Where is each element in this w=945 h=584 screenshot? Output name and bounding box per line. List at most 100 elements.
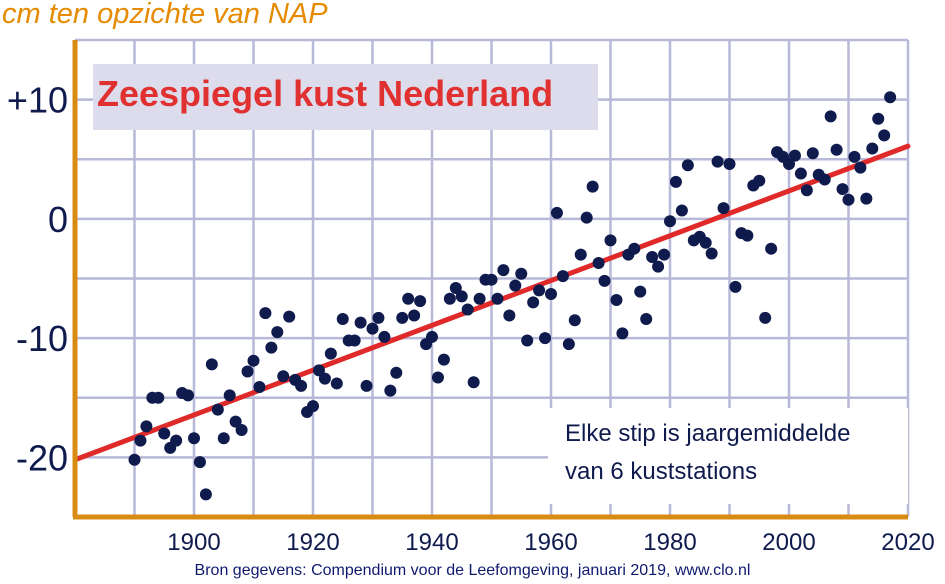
data-point [193,456,206,469]
data-point [664,215,676,228]
data-point [170,434,183,447]
annotation-line-1: Elke stip is jaargemiddelde [565,420,851,447]
data-point [152,391,165,404]
data-point [188,432,200,445]
data-point [283,310,296,323]
data-point [366,322,379,335]
data-point [646,251,659,264]
data-point [699,236,712,249]
data-point [818,173,831,186]
data-point [503,309,516,322]
x-tick-label: 1960 [524,529,577,556]
data-point [753,174,766,187]
data-point [318,372,331,385]
data-point [550,206,563,219]
y-tick-label: +10 [7,80,68,121]
data-point [414,295,427,308]
data-point [426,330,438,343]
data-point [515,267,528,280]
annotation-line-2: van 6 kuststations [565,458,758,485]
y-tick-label: -20 [16,437,68,478]
x-tick-label: 2000 [762,529,815,556]
x-tick-label: 1900 [167,529,220,556]
data-point [461,303,474,316]
data-point [378,330,391,343]
data-point [729,280,742,293]
data-point [205,358,218,371]
data-point [140,420,153,433]
x-tick-label: 1920 [286,529,339,556]
data-point [473,292,486,305]
source-note: Bron gegevens: Compendium voor de Leefom… [194,562,751,579]
data-point [265,341,278,354]
data-point [759,311,772,324]
data-point [402,292,415,305]
data-point [669,175,682,188]
data-point [598,274,611,287]
data-point [711,155,724,168]
x-tick-label: 2020 [881,529,934,556]
data-point [449,282,462,295]
data-point [330,377,343,390]
data-point [360,379,373,392]
data-point [539,332,552,345]
data-point [134,434,147,447]
data-point [545,288,557,301]
data-point [324,347,337,360]
data-point [312,364,325,377]
data-point [199,488,212,501]
data-point [836,183,849,196]
data-point [675,204,688,217]
data-point [223,389,236,402]
data-point [610,293,623,306]
x-tick-label: 1940 [405,529,458,556]
data-point [824,110,837,123]
data-point [384,384,397,397]
data-point [788,149,801,162]
data-point [497,264,510,277]
data-point [396,311,409,324]
data-point [491,292,504,305]
data-point [241,365,254,378]
data-point [658,248,671,261]
data-point [348,334,361,347]
data-point [307,400,319,413]
data-point [217,432,230,445]
data-point [128,453,141,466]
data-point [568,314,581,327]
data-point [586,180,599,193]
data-point [259,307,272,320]
data-point [247,354,260,367]
data-point [652,260,665,273]
data-point [431,371,444,384]
data-point [765,242,778,255]
data-point [533,284,546,297]
data-point [467,376,480,389]
unit-label: cm ten opzichte van NAP [2,0,328,30]
data-point [866,142,879,155]
data-point [556,270,569,283]
data-point [277,370,290,383]
annotation-box [548,408,908,504]
data-point [848,150,861,163]
data-point [634,285,647,298]
data-point [229,415,242,428]
y-tick-label: -10 [16,318,68,359]
data-point [408,309,421,322]
data-point [509,279,522,292]
data-point [562,338,575,351]
data-point [806,147,819,160]
data-point [211,403,224,416]
data-point [628,242,641,255]
data-point [182,389,195,402]
data-point [574,248,587,261]
data-point [842,193,855,206]
data-point [354,316,367,329]
data-point [783,158,795,171]
data-point [527,296,540,309]
data-point [800,184,813,197]
x-tick-label: 1980 [643,529,696,556]
data-point [271,326,284,339]
data-points [128,91,897,501]
data-point [854,161,867,174]
